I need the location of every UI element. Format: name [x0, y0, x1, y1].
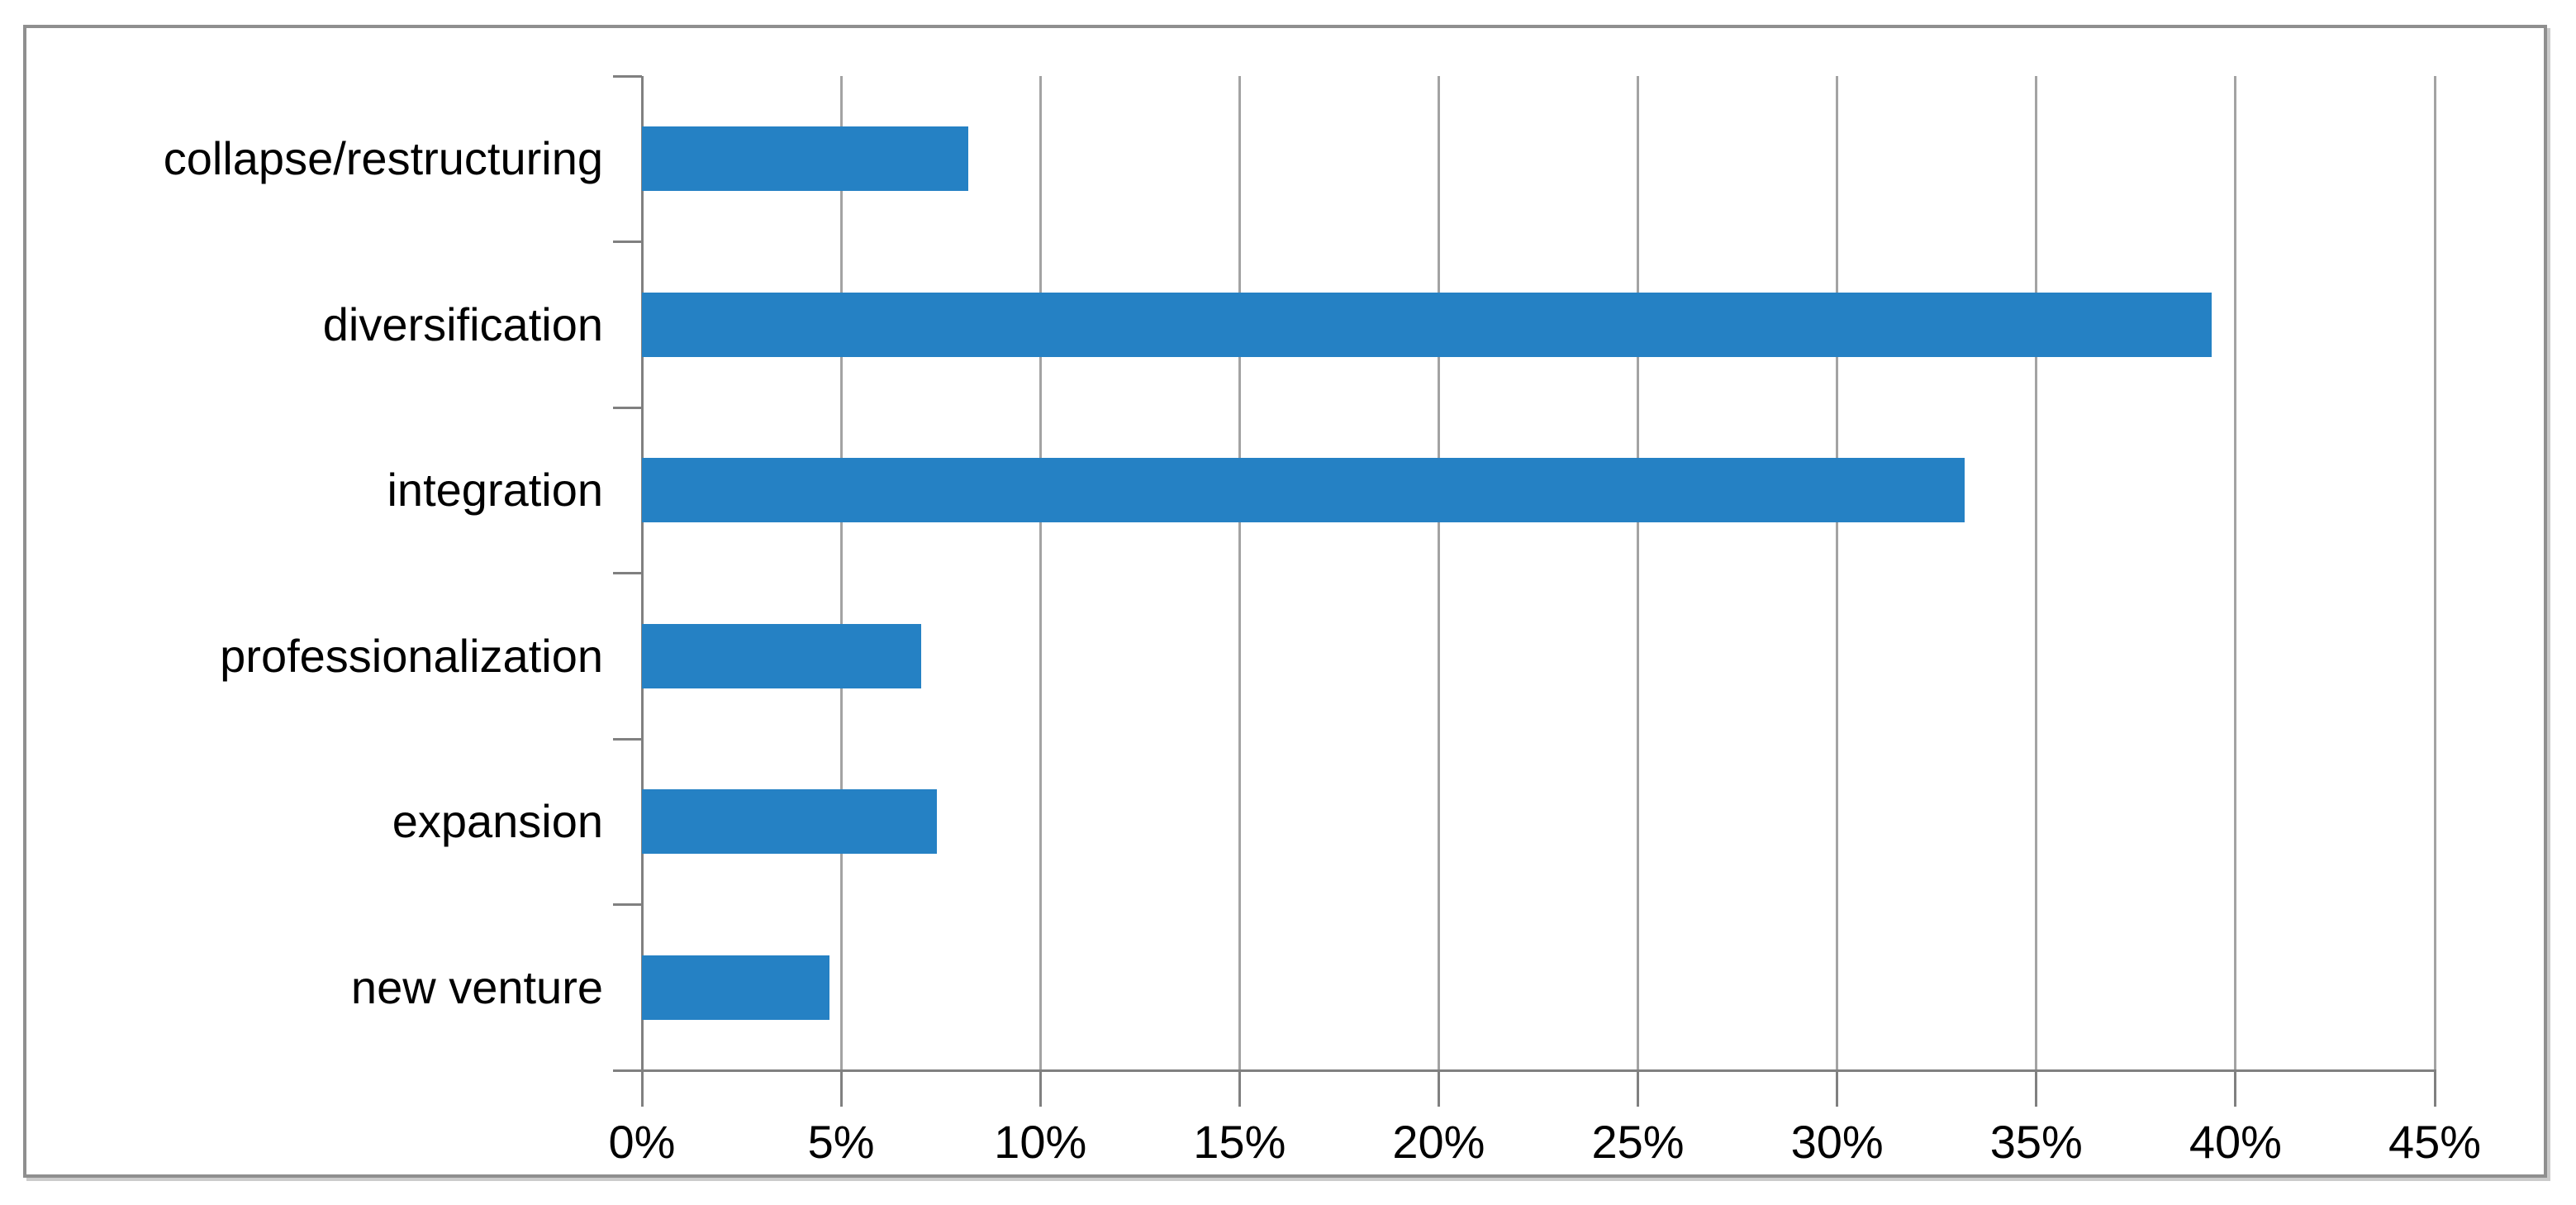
- value-axis-tick: [839, 1070, 843, 1107]
- bar-diversification: [642, 292, 2212, 357]
- value-axis-tick: [1238, 1070, 1241, 1107]
- category-axis-tick: [613, 572, 642, 574]
- value-axis-tick: [2035, 1070, 2038, 1107]
- category-axis-tick: [613, 406, 642, 409]
- gridline-vertical: [839, 76, 843, 1070]
- value-axis-tick-label: 10%: [994, 1116, 1087, 1168]
- gridline-vertical: [2035, 76, 2038, 1070]
- bar-integration: [642, 458, 1965, 523]
- category-label: collapse/restructuring: [163, 132, 603, 185]
- value-axis-tick: [1637, 1070, 1640, 1107]
- chart-frame: [23, 25, 2547, 1178]
- category-axis-tick: [613, 74, 642, 78]
- value-axis-tick: [1437, 1070, 1440, 1107]
- category-axis-tick: [613, 1069, 642, 1072]
- category-label: professionalization: [220, 629, 603, 682]
- gridline-vertical: [1836, 76, 1839, 1070]
- value-axis-tick-label: 5%: [807, 1116, 875, 1168]
- value-axis-tick: [640, 1070, 644, 1107]
- bar-collapse-restructuring: [642, 126, 969, 192]
- category-label: integration: [387, 464, 603, 517]
- value-axis-tick: [2234, 1070, 2237, 1107]
- value-axis-tick-label: 0%: [608, 1116, 676, 1168]
- gridline-vertical: [1437, 76, 1440, 1070]
- gridline-vertical: [1637, 76, 1640, 1070]
- gridline-vertical: [2234, 76, 2237, 1070]
- bar-new-venture: [642, 955, 829, 1020]
- bar-professionalization: [642, 623, 921, 688]
- gridline-vertical: [1238, 76, 1241, 1070]
- value-axis-tick: [2433, 1070, 2436, 1107]
- category-label: new venture: [350, 960, 603, 1013]
- value-axis-tick: [1038, 1070, 1042, 1107]
- value-axis-line: [640, 1069, 2436, 1072]
- category-label: diversification: [322, 298, 603, 350]
- value-axis-tick-label: 25%: [1591, 1116, 1685, 1168]
- value-axis-tick-label: 45%: [2388, 1116, 2482, 1168]
- value-axis-tick-label: 15%: [1193, 1116, 1286, 1168]
- category-axis-tick: [613, 241, 642, 243]
- value-axis-tick-label: 30%: [1790, 1116, 1884, 1168]
- gridline-vertical: [1038, 76, 1042, 1070]
- value-axis-tick-label: 40%: [2189, 1116, 2282, 1168]
- category-axis-line: [640, 76, 644, 1070]
- category-label: expansion: [392, 795, 603, 848]
- category-axis-tick: [613, 903, 642, 906]
- value-axis-tick-label: 20%: [1392, 1116, 1485, 1168]
- bar-expansion: [642, 789, 937, 855]
- value-axis-tick: [1836, 1070, 1839, 1107]
- value-axis-tick-label: 35%: [1989, 1116, 2083, 1168]
- gridline-vertical: [2433, 76, 2436, 1070]
- category-axis-tick: [613, 737, 642, 741]
